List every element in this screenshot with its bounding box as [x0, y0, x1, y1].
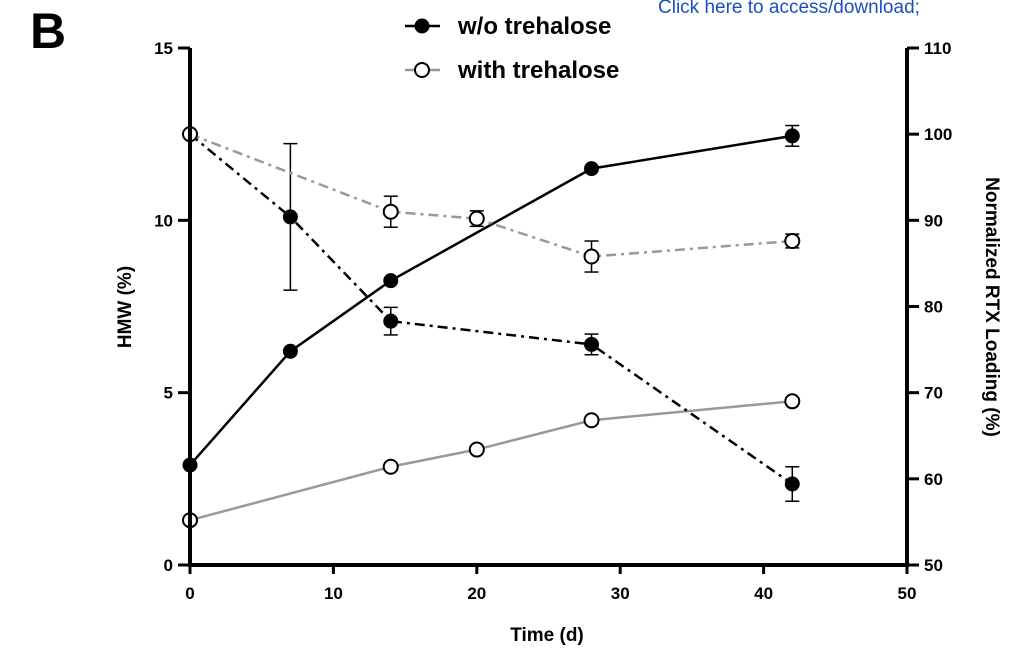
- data-point: [583, 248, 600, 265]
- legend-marker: [414, 18, 430, 34]
- data-point: [468, 441, 485, 458]
- series-3: [182, 126, 801, 273]
- legend-item: with trehalose: [405, 57, 619, 84]
- y-left-tick-label: 15: [154, 39, 173, 58]
- y-right-tick-label: 80: [924, 298, 943, 317]
- data-point: [382, 203, 399, 220]
- y-right-tick-label: 70: [924, 384, 943, 403]
- x-tick-label: 0: [185, 584, 194, 603]
- data-point: [383, 313, 399, 329]
- y-left-tick-label: 10: [154, 211, 173, 230]
- y-right-tick-label: 100: [924, 125, 952, 144]
- series-line: [189, 133, 793, 258]
- data-point: [468, 210, 485, 227]
- x-tick-label: 20: [467, 584, 486, 603]
- data-point: [583, 412, 600, 429]
- panel-label: B: [30, 3, 67, 59]
- y-right-tick-label: 60: [924, 470, 943, 489]
- x-tick-label: 40: [754, 584, 773, 603]
- download-link[interactable]: Click here to access/download;: [658, 0, 920, 18]
- y-right-tick-label: 50: [924, 556, 943, 575]
- x-tick-label: 30: [611, 584, 630, 603]
- legend-label: w/o trehalose: [457, 13, 611, 40]
- legend-marker: [414, 62, 430, 78]
- data-point: [784, 128, 800, 144]
- data-point: [584, 336, 600, 352]
- legend-label: with trehalose: [457, 57, 619, 84]
- data-point: [282, 209, 298, 225]
- series-line: [189, 400, 793, 522]
- x-axis-title: Time (d): [510, 625, 584, 646]
- data-point: [382, 458, 399, 475]
- data-point: [784, 476, 800, 492]
- data-point: [383, 273, 399, 289]
- data-point: [584, 161, 600, 177]
- data-point: [282, 343, 298, 359]
- y-right-tick-label: 90: [924, 211, 943, 230]
- y-left-tick-label: 0: [164, 556, 173, 575]
- legend-item: w/o trehalose: [405, 13, 611, 40]
- y-right-axis-title: Normalized RTX Loading (%): [981, 177, 1002, 437]
- series-line: [189, 134, 793, 466]
- y-left-tick-label: 5: [164, 384, 173, 403]
- data-point: [784, 233, 801, 250]
- x-tick-label: 10: [324, 584, 343, 603]
- series-0: [182, 124, 800, 473]
- data-point: [784, 393, 801, 410]
- series-1: [182, 393, 801, 529]
- series-2: [182, 126, 800, 502]
- x-tick-label: 50: [898, 584, 917, 603]
- series-line: [189, 133, 793, 486]
- y-right-tick-label: 110: [924, 39, 951, 58]
- y-left-axis-title: HMW (%): [115, 266, 136, 348]
